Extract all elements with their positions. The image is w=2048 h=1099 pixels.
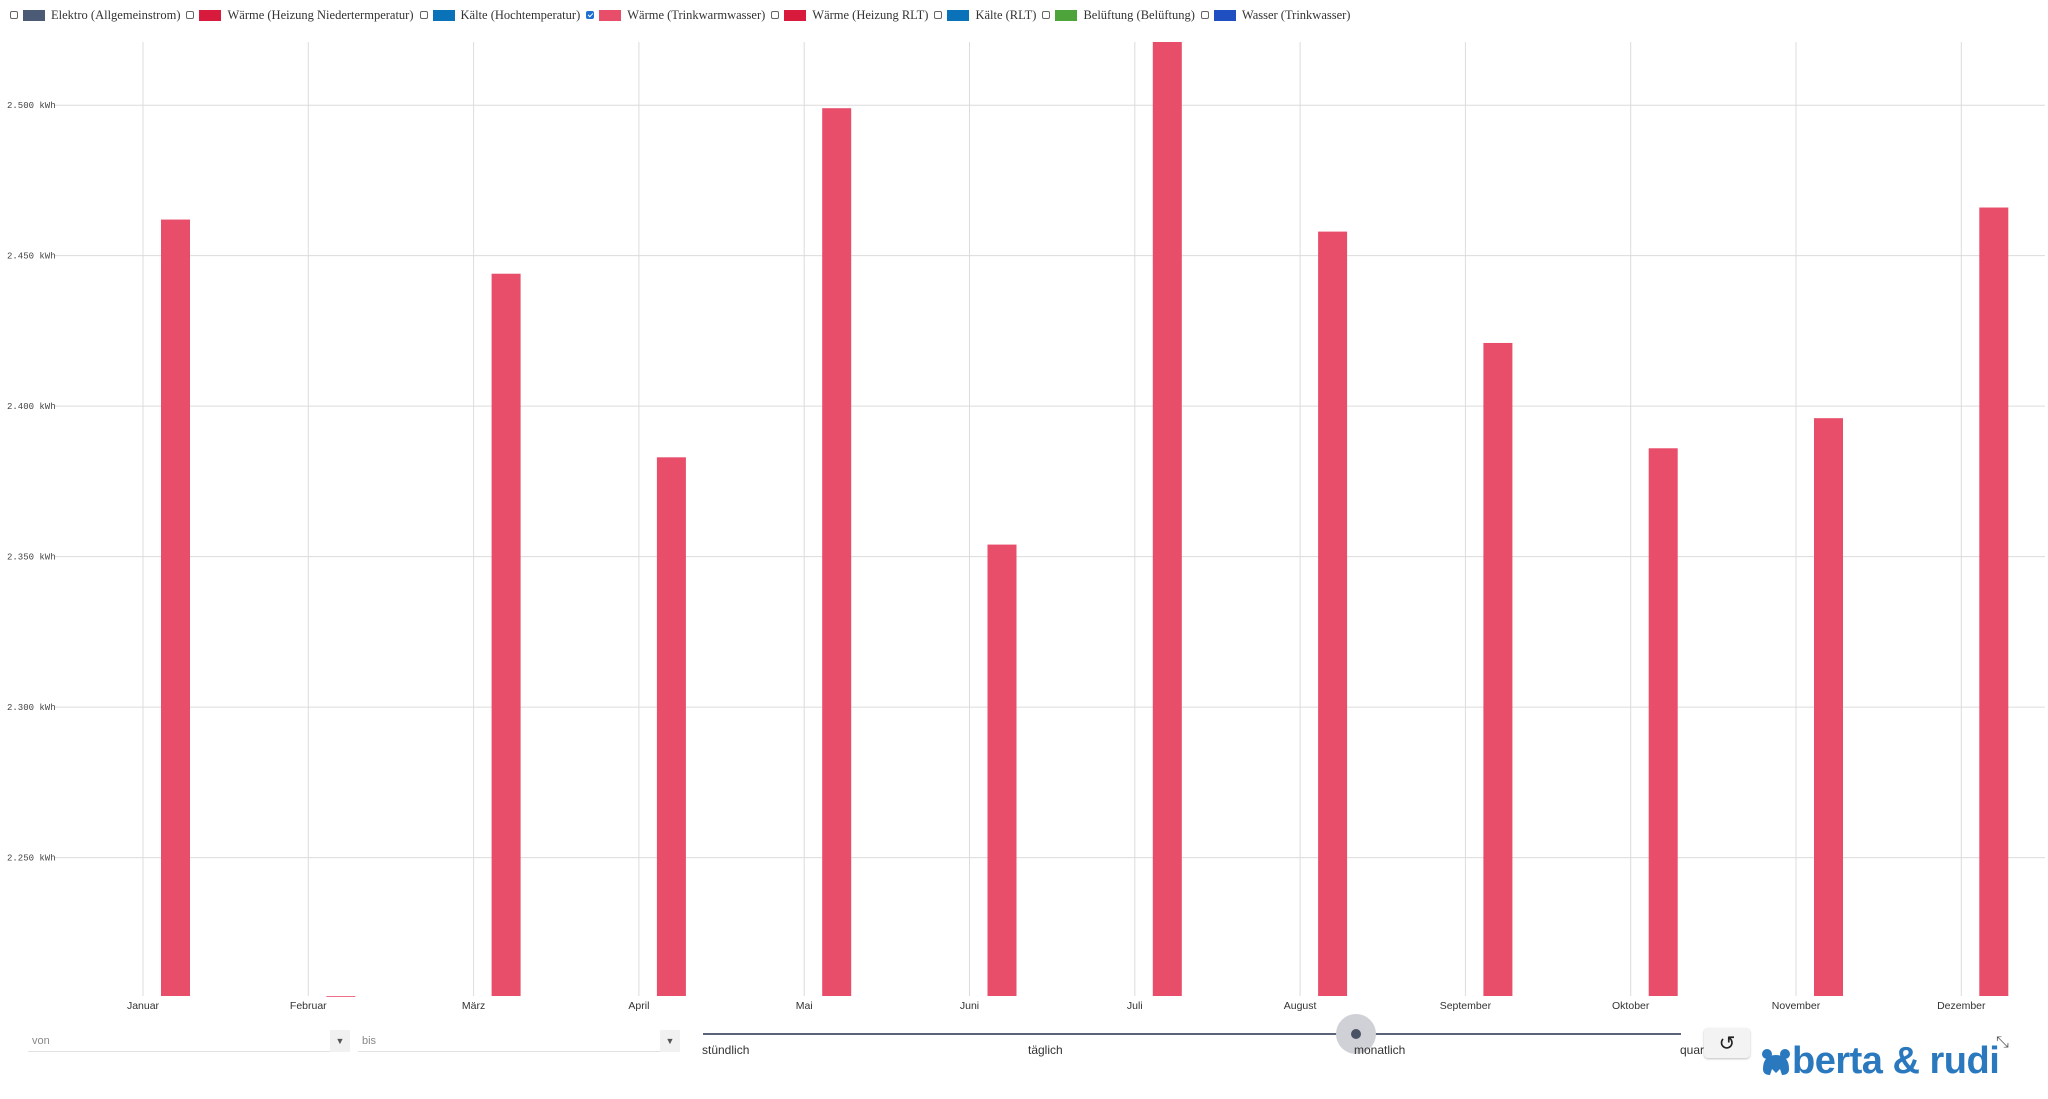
- x-tick-label: Oktober: [1612, 1000, 1650, 1012]
- x-tick-label: Juni: [960, 1000, 979, 1012]
- to-date-select[interactable]: bis ▼: [358, 1030, 680, 1052]
- bar: [326, 996, 356, 997]
- y-tick-label: 2.500 kWh: [7, 101, 56, 111]
- from-date-placeholder: von: [32, 1035, 50, 1047]
- legend-checkbox[interactable]: [586, 11, 595, 19]
- resolution-slider-knob[interactable]: [1351, 1029, 1361, 1039]
- legend-item[interactable]: Belüftung (Belüftung): [1042, 7, 1195, 23]
- bar: [1979, 207, 2009, 996]
- bear-logo-icon: [1762, 1048, 1790, 1075]
- y-tick-label: 2.250 kWh: [7, 854, 56, 864]
- bar: [656, 457, 686, 996]
- bar: [1318, 231, 1348, 997]
- y-tick-label: 2.350 kWh: [7, 553, 56, 563]
- reset-button[interactable]: ↺: [1704, 1028, 1750, 1058]
- y-tick-label: 2.400 kWh: [7, 402, 56, 412]
- legend-checkbox[interactable]: [10, 11, 18, 19]
- legend-label: Wärme (Heizung RLT): [812, 7, 929, 22]
- legend-checkbox[interactable]: [186, 11, 195, 19]
- refresh-icon: ↺: [1718, 1031, 1736, 1055]
- legend-checkbox[interactable]: [419, 11, 428, 19]
- resolution-label-hourly[interactable]: stündlich: [702, 1043, 750, 1057]
- x-tick-label: Januar: [127, 1000, 160, 1012]
- resolution-slider-track[interactable]: [703, 1033, 1681, 1035]
- legend-item[interactable]: Wasser (Trinkwasser): [1200, 7, 1351, 23]
- legend-checkbox[interactable]: [934, 11, 943, 19]
- legend-item[interactable]: Elektro (Allgemeinstrom): [10, 8, 180, 23]
- y-tick-label: 2.300 kWh: [7, 703, 56, 713]
- bar: [822, 108, 852, 997]
- x-tick-label: August: [1284, 1000, 1317, 1012]
- bar: [1483, 342, 1513, 996]
- bar: [987, 544, 1017, 996]
- bar: [1648, 448, 1678, 996]
- legend-item[interactable]: Kälte (Hochtemperatur): [419, 7, 581, 23]
- legend-swatch: [1055, 9, 1078, 21]
- legend-label: Belüftung (Belüftung): [1083, 7, 1195, 22]
- y-tick-label: 2.450 kWh: [7, 252, 56, 262]
- x-tick-label: April: [628, 1000, 649, 1012]
- x-tick-label: Februar: [290, 1000, 327, 1012]
- x-tick-label: November: [1772, 1000, 1821, 1012]
- x-tick-label: Dezember: [1937, 1000, 1986, 1012]
- legend-swatch: [947, 9, 970, 21]
- x-tick-label: September: [1440, 1000, 1492, 1012]
- chevron-down-icon[interactable]: ▼: [330, 1030, 350, 1052]
- to-date-placeholder: bis: [362, 1035, 377, 1047]
- legend-item[interactable]: Wärme (Heizung Niedertermperatur): [186, 7, 414, 23]
- brand-logo: berta & rudi: [1760, 1040, 2000, 1083]
- from-date-select[interactable]: von ▼: [28, 1030, 350, 1052]
- chart-legend: Elektro (Allgemeinstrom) Wärme (Heizung N…: [10, 6, 1356, 24]
- legend-checkbox[interactable]: [1200, 11, 1209, 19]
- legend-swatch: [1213, 9, 1236, 21]
- bar: [161, 219, 190, 997]
- resolution-label-quarterly[interactable]: quar: [1680, 1043, 1705, 1057]
- legend-swatch: [199, 9, 222, 21]
- legend-label: Kälte (Hochtemperatur): [460, 7, 581, 22]
- legend-checkbox[interactable]: [1042, 11, 1051, 19]
- bar-chart: 2.250 kWh 2.300 kWh 2.350 kWh 2.400 kWh 2.45…: [7, 42, 2045, 1012]
- legend-item[interactable]: Kälte (RLT): [934, 8, 1036, 23]
- legend-label: Wasser (Trinkwasser): [1241, 7, 1351, 22]
- x-tick-label: Juli: [1127, 1000, 1143, 1012]
- chevron-down-icon[interactable]: ▼: [660, 1030, 680, 1052]
- legend-checkbox[interactable]: [771, 11, 780, 19]
- collapse-icon[interactable]: ⤡: [1996, 1032, 2009, 1051]
- legend-label: Kälte (RLT): [975, 7, 1037, 22]
- resolution-label-daily[interactable]: täglich: [1028, 1043, 1063, 1057]
- x-tick-label: Mai: [796, 1000, 813, 1012]
- bar: [491, 273, 521, 996]
- bar: [1152, 42, 1182, 996]
- legend-item[interactable]: Wärme (Heizung RLT): [771, 8, 928, 23]
- resolution-label-monthly[interactable]: monatlich: [1354, 1043, 1406, 1057]
- legend-label: Wärme (Heizung Niedertermperatur): [227, 7, 414, 22]
- legend-swatch: [23, 9, 45, 21]
- legend-swatch: [599, 9, 622, 21]
- legend-label: Elektro (Allgemeinstrom): [51, 7, 181, 22]
- legend-swatch: [432, 9, 455, 21]
- logo-text: berta & rudi: [1792, 1040, 2000, 1082]
- legend-swatch: [784, 9, 807, 21]
- x-tick-label: März: [462, 1000, 485, 1012]
- legend-label: Wärme (Trinkwarmwasser): [627, 7, 766, 22]
- bar: [1814, 418, 1843, 996]
- legend-item[interactable]: Wärme (Trinkwarmwasser): [586, 8, 765, 23]
